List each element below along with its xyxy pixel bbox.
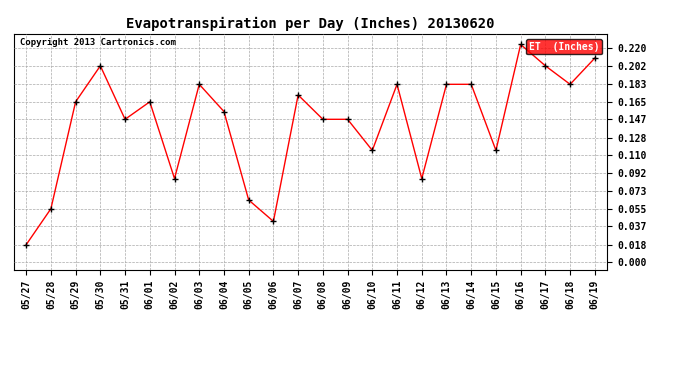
Title: Evapotranspiration per Day (Inches) 20130620: Evapotranspiration per Day (Inches) 2013…	[126, 17, 495, 31]
Legend: ET  (Inches): ET (Inches)	[526, 39, 602, 54]
Text: Copyright 2013 Cartronics.com: Copyright 2013 Cartronics.com	[20, 39, 176, 48]
